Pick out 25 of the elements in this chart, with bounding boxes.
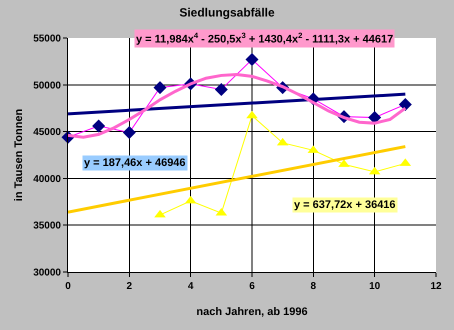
x-tick-label: 2	[126, 281, 133, 292]
point	[122, 126, 136, 140]
point	[214, 82, 228, 96]
x-tick-label: 10	[369, 281, 381, 292]
x-tick-label: 6	[249, 281, 256, 292]
annotation: y = 187,46x + 46946	[84, 157, 186, 169]
x-tick-label: 4	[188, 281, 194, 292]
point	[92, 119, 106, 132]
point	[246, 53, 258, 66]
y-tick-label: 55000	[33, 34, 62, 44]
x-axis-title: nach Jahren, ab 1996	[196, 306, 308, 318]
y-axis-title: in Tausen Tonnen	[12, 108, 25, 202]
x-tick-label: 0	[65, 281, 72, 292]
x-tick-label: 8	[310, 281, 317, 292]
x-tick-label: 12	[430, 281, 442, 292]
y-tick-label: 35000	[33, 220, 62, 232]
point	[398, 98, 412, 111]
y-tick-label: 30000	[33, 268, 62, 278]
y-tick-label: 50000	[33, 80, 62, 92]
point	[154, 81, 166, 94]
chart-title: Siedlungsabfälle	[179, 6, 275, 20]
y-tick-label: 40000	[33, 174, 62, 185]
annotation: y = 11,984x$^{4}$ - 250,5x$^{3}$ + 1430,4x$^{2}$ - 1111,3x + 44617	[136, 31, 394, 46]
y-tick-label: 45000	[33, 127, 62, 138]
annotation: y = 637,72x + 36416	[294, 199, 396, 211]
